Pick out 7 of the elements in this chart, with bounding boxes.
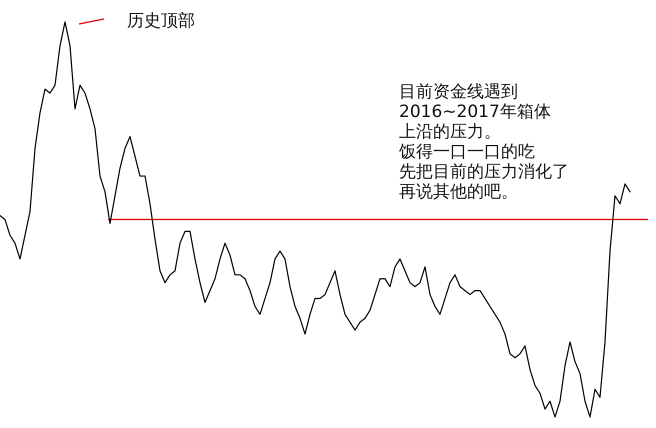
annotation: 历史顶部: [127, 11, 195, 31]
annotation: 先把目前的压力消化了: [399, 162, 569, 182]
annotation: 上沿的压力。: [399, 122, 501, 142]
annotation: 2016~2017年箱体: [399, 102, 551, 122]
annotation: 再说其他的吧。: [399, 182, 518, 202]
annotation: 饭得一口一口的吃: [398, 142, 535, 162]
annotation: 目前资金线遇到: [399, 82, 518, 102]
